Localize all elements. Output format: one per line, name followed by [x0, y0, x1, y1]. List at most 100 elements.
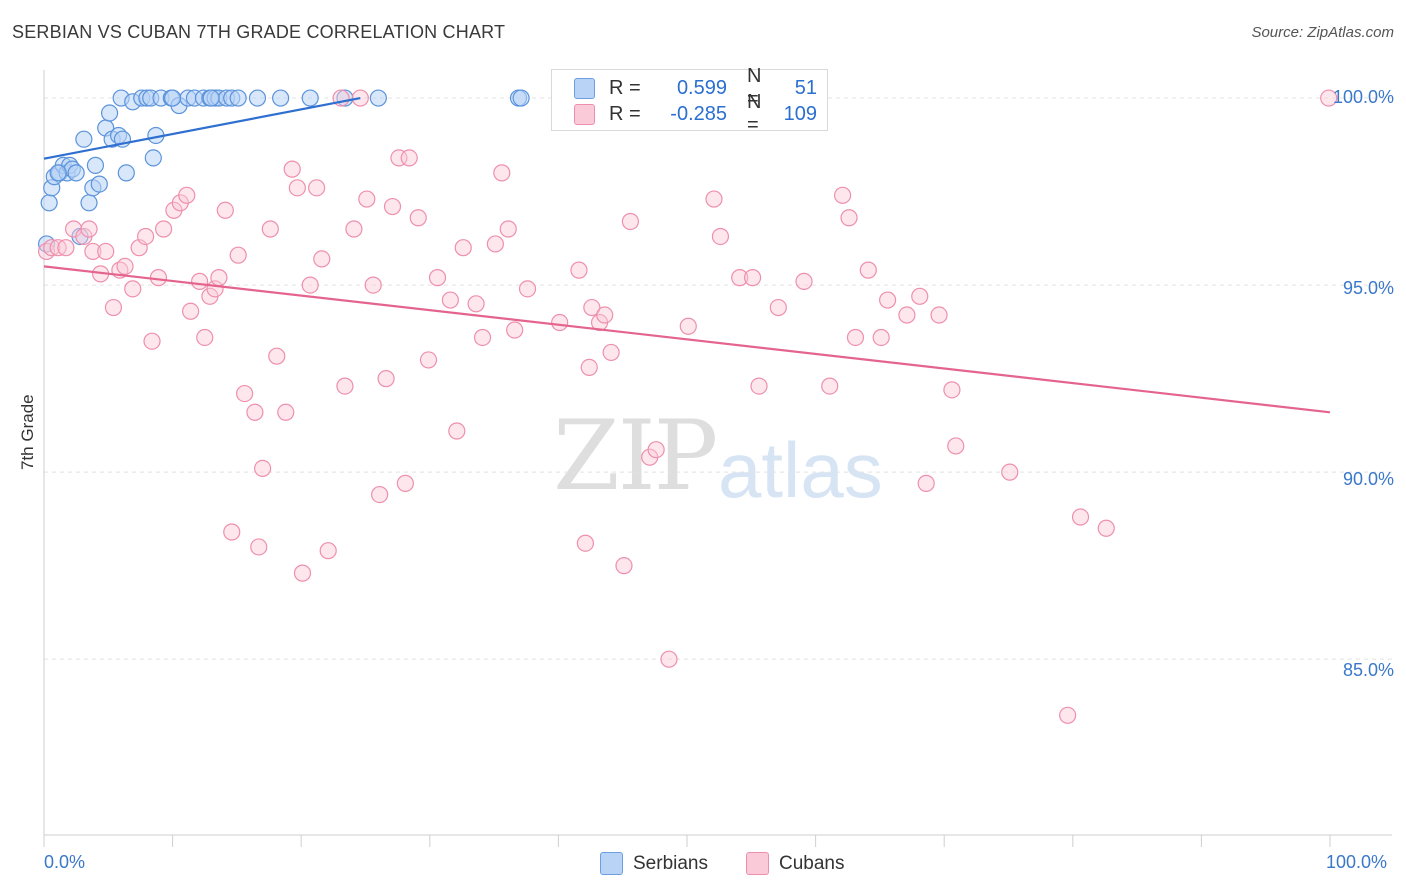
- y-tick-label: 95.0%: [1342, 278, 1394, 298]
- cuban-point: [84, 242, 102, 261]
- cuban-point: [1001, 463, 1019, 481]
- cuban-point: [711, 227, 730, 246]
- chart-title: SERBIAN VS CUBAN 7TH GRADE CORRELATION C…: [12, 22, 506, 42]
- cuban-point: [1320, 89, 1338, 107]
- cuban-point: [621, 212, 640, 231]
- serbian-point: [512, 89, 530, 107]
- cuban-point: [467, 295, 485, 313]
- cuban-point: [947, 437, 965, 455]
- serbian-swatch-icon: [574, 77, 595, 99]
- cuban-point: [499, 220, 517, 238]
- cuban-point: [486, 235, 504, 253]
- cuban-point: [57, 239, 75, 257]
- cuban-point: [178, 186, 196, 204]
- cuban-point: [428, 269, 447, 287]
- cuban-point: [705, 190, 723, 208]
- cuban-point: [288, 179, 306, 197]
- cuban-point: [596, 306, 614, 324]
- cuban-point: [250, 538, 268, 556]
- cuban-point: [879, 291, 897, 309]
- x-tick-label-max: 100.0%: [1326, 852, 1388, 872]
- cuban-point: [216, 201, 234, 219]
- cuban-points: [37, 89, 1338, 724]
- cuban-swatch-icon: [574, 103, 595, 125]
- cuban-point: [261, 220, 279, 238]
- cuban-point: [371, 485, 389, 504]
- cuban-point: [182, 302, 200, 320]
- cuban-point: [229, 246, 247, 264]
- serbian-trend-line: [43, 96, 361, 160]
- cuban-point: [136, 227, 155, 246]
- cuban-point: [448, 422, 466, 440]
- gridlines: [44, 97, 1392, 660]
- cuban-point: [293, 564, 312, 582]
- cuban-point: [236, 384, 254, 403]
- cuban-point: [441, 291, 459, 309]
- cuban-point: [943, 381, 961, 399]
- legend-label-cubans: Cubans: [779, 852, 845, 874]
- y-tick-label: 90.0%: [1342, 469, 1394, 489]
- serbian-point: [301, 89, 319, 107]
- cuban-point: [551, 313, 569, 332]
- cuban-point: [345, 220, 363, 238]
- cuban-point: [795, 272, 813, 290]
- cuban-point: [377, 370, 395, 388]
- correlation-legend: R = 0.599 N = 51 R = -0.285 N = 109: [551, 65, 828, 136]
- cuban-point: [283, 160, 301, 178]
- serbian-point: [86, 156, 105, 174]
- n-value: 109: [783, 102, 817, 125]
- serbian-point: [144, 149, 162, 167]
- cuban-point: [104, 298, 123, 317]
- cuban-point: [930, 306, 948, 324]
- r-key: R =: [609, 76, 641, 99]
- serbian-point: [49, 164, 67, 182]
- cuban-point: [506, 321, 524, 339]
- y-tick-label: 85.0%: [1342, 660, 1394, 680]
- cuban-point: [570, 261, 588, 279]
- y-tick-label: 100.0%: [1332, 87, 1394, 107]
- series-legend: Serbians Cubans: [600, 852, 883, 875]
- legend-item-serbians[interactable]: Serbians: [600, 852, 708, 875]
- watermark-atlas: atlas: [718, 426, 883, 514]
- cuban-point: [319, 542, 337, 560]
- cuban-point: [336, 377, 354, 395]
- serbian-points: [37, 89, 530, 253]
- cuban-point: [246, 403, 264, 421]
- cuban-point: [660, 650, 678, 668]
- cuban-point: [834, 186, 852, 204]
- serbian-point: [164, 89, 182, 107]
- serbian-point: [117, 164, 135, 182]
- cuban-point: [576, 534, 595, 552]
- cuban-point: [898, 306, 916, 324]
- serbian-point: [229, 89, 247, 107]
- cuban-point: [364, 276, 382, 294]
- cuban-point: [196, 328, 214, 347]
- axes: [43, 70, 1392, 847]
- cuban-point: [383, 197, 402, 216]
- legend-label-serbians: Serbians: [633, 852, 708, 874]
- n-key: N =: [747, 65, 762, 110]
- cuban-point: [400, 149, 418, 167]
- serbian-point: [90, 175, 108, 193]
- cuban-point: [454, 239, 472, 257]
- cuban-point: [911, 287, 929, 305]
- cuban-point: [154, 220, 173, 238]
- serbian-point: [67, 164, 85, 182]
- cuban-point: [583, 298, 601, 317]
- legend-item-cubans[interactable]: Cubans: [746, 852, 845, 875]
- n-key: N =: [747, 91, 762, 136]
- cuban-legend-icon: [746, 852, 769, 875]
- cuban-point: [1071, 508, 1090, 526]
- cuban-point: [615, 557, 633, 575]
- legend-row-serbians: R = 0.599 N = 51: [574, 65, 817, 110]
- watermark-zip: ZIP: [553, 400, 718, 512]
- r-key: R =: [609, 102, 641, 125]
- cuban-point: [419, 351, 438, 369]
- cuban-point: [743, 269, 762, 287]
- cuban-point: [731, 269, 749, 287]
- cuban-point: [580, 358, 598, 376]
- r-value: -0.285: [670, 102, 727, 125]
- cuban-point: [750, 377, 768, 395]
- cuban-point: [143, 332, 161, 350]
- cuban-trend-line: [43, 265, 1331, 414]
